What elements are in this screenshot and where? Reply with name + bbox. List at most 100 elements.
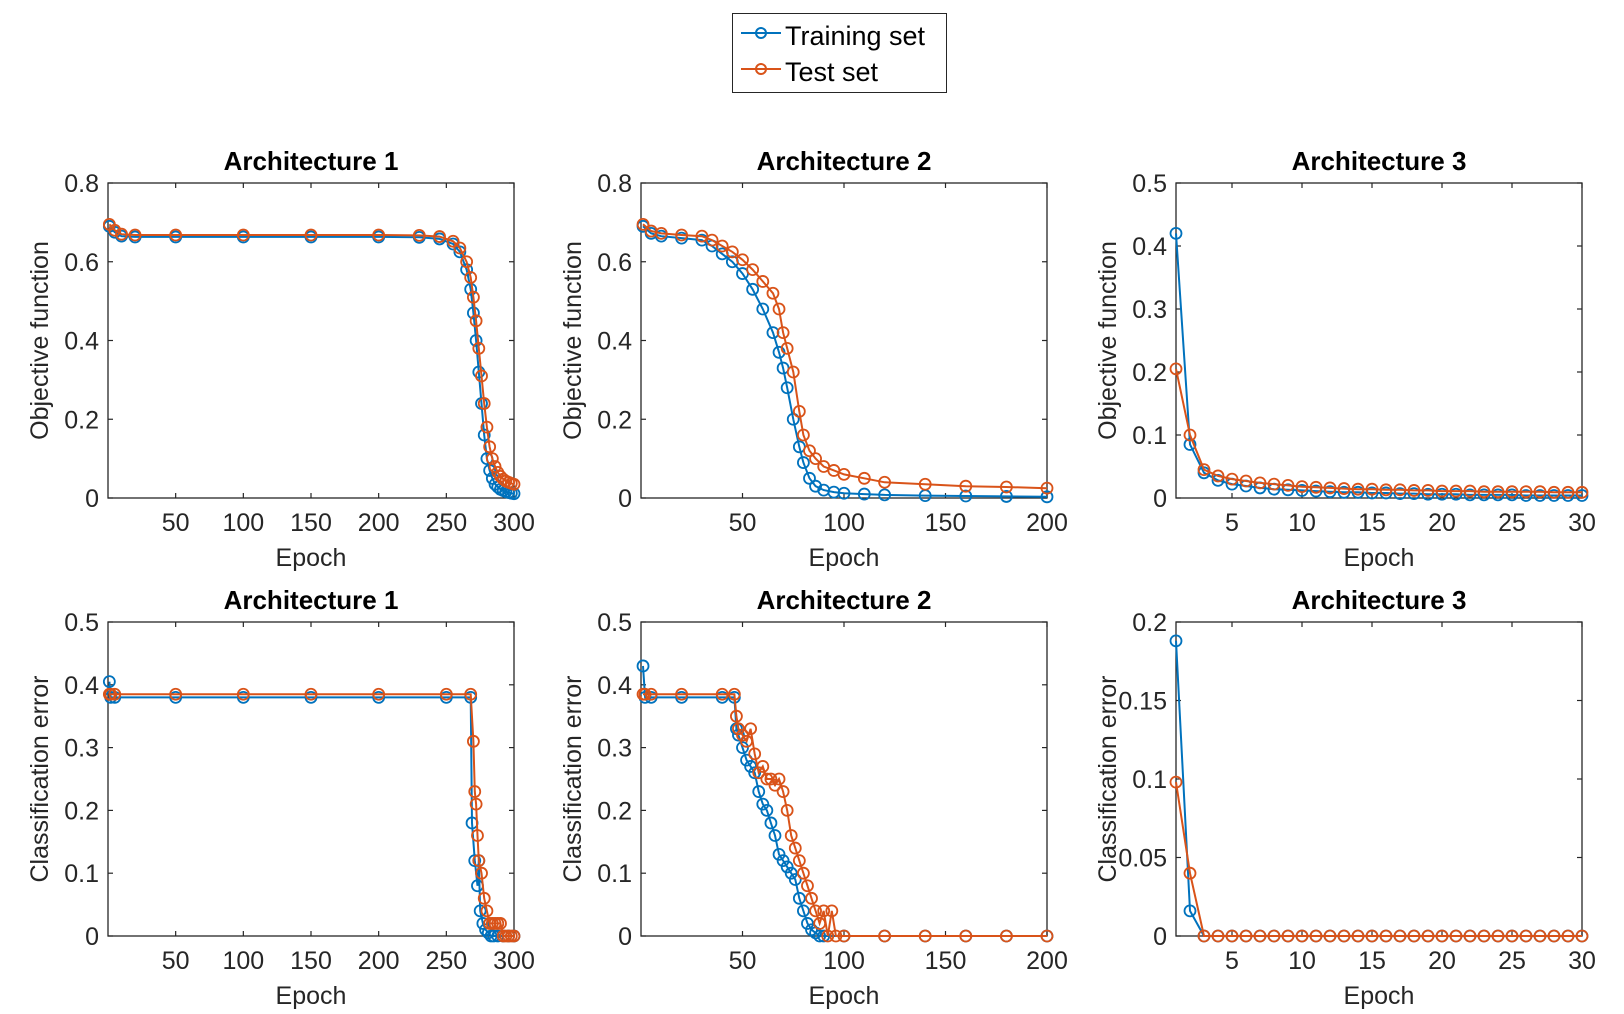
data-point-test-set (817, 904, 831, 918)
data-point-test-set (1533, 929, 1547, 943)
data-point-test-set (1183, 428, 1197, 442)
data-point-test-set (169, 228, 183, 242)
y-tick-label: 0.05 (1118, 845, 1167, 873)
data-point-training-set (740, 753, 753, 767)
data-point-training-set (1281, 483, 1295, 497)
data-point-training-set (746, 282, 760, 296)
data-point-test-set (797, 428, 810, 442)
data-point-test-set (788, 841, 802, 855)
data-point-test-set (466, 290, 480, 304)
data-point-test-set (169, 687, 183, 701)
data-point-test-set (959, 479, 973, 493)
y-tick-label: 0.2 (597, 797, 632, 825)
data-point-test-set (446, 234, 460, 248)
data-point-test-set (1379, 483, 1393, 497)
y-tick-label: 0.4 (1132, 233, 1167, 261)
data-point-training-set (1295, 484, 1309, 497)
data-point-training-set (469, 334, 483, 347)
series-line-training-set (108, 681, 514, 937)
data-point-test-set (780, 341, 794, 355)
x-tick-label: 150 (290, 509, 332, 537)
y-axis-label: Objective function (26, 241, 54, 440)
data-point-training-set (453, 245, 467, 259)
data-point-test-set (654, 226, 668, 240)
data-point-test-set (768, 778, 782, 792)
data-point-training-set (466, 306, 480, 320)
data-point-training-set (786, 412, 800, 426)
data-point-test-set (372, 687, 386, 701)
plot-title: Architecture 3 (1292, 585, 1467, 615)
data-point-test-set (715, 687, 729, 701)
x-tick-label: 200 (1026, 509, 1068, 537)
data-point-test-set (1435, 929, 1449, 943)
data-point-test-set (128, 228, 142, 242)
data-point-training-set (1393, 487, 1407, 500)
data-point-training-set (1183, 438, 1197, 451)
y-tick-label: 0 (85, 923, 99, 951)
data-point-test-set (1309, 480, 1323, 494)
data-point-test-set (878, 475, 891, 489)
data-point-test-set (1463, 484, 1477, 498)
data-point-test-set (764, 772, 778, 786)
data-point-training-set (756, 797, 770, 811)
data-point-test-set (730, 709, 743, 723)
data-point-test-set (675, 228, 688, 242)
data-point-test-set (1505, 929, 1519, 943)
data-point-test-set (475, 866, 488, 880)
plot-objective-architecture-2: 50 100 150 200 0 0.2 0.4 0.6 0.8 Architecture 2 Ep… (559, 146, 1068, 572)
data-point-test-set (825, 904, 839, 918)
data-point-training-set (1183, 904, 1197, 918)
data-point-training-set (1337, 485, 1351, 499)
data-point-test-set (1407, 484, 1421, 497)
data-point-training-set (1365, 486, 1379, 500)
data-point-test-set (1561, 929, 1575, 943)
y-tick-label: 0.1 (1132, 422, 1167, 450)
data-point-test-set (1169, 775, 1183, 789)
data-point-test-set (675, 687, 688, 701)
data-point-test-set (813, 917, 827, 930)
x-axis-label: Epoch (809, 982, 880, 1010)
data-point-test-set (1295, 480, 1309, 494)
x-axis-label: Epoch (809, 544, 880, 572)
data-point-test-set (108, 687, 122, 701)
data-point-test-set (1365, 482, 1379, 496)
data-point-test-set (801, 879, 814, 893)
data-point-test-set (1253, 476, 1267, 490)
data-point-training-set (468, 854, 482, 868)
data-point-test-set (644, 687, 658, 701)
y-tick-label: 0 (1153, 485, 1167, 513)
data-point-training-set (1169, 226, 1183, 240)
x-axis-label: Epoch (276, 544, 347, 572)
y-tick-label: 0.3 (64, 735, 99, 763)
data-point-test-set (705, 233, 719, 247)
y-tick-label: 0.15 (1118, 688, 1167, 716)
data-point-test-set (784, 829, 798, 842)
data-point-test-set (725, 245, 739, 259)
data-point-test-set (1225, 929, 1239, 943)
data-point-training-set (1040, 490, 1054, 504)
data-point-test-set (1463, 929, 1477, 943)
x-tick-label: 15 (1358, 947, 1386, 975)
x-tick-label: 50 (162, 509, 190, 537)
x-tick-label: 150 (925, 509, 967, 537)
data-point-training-set (487, 929, 501, 943)
series-line-test-set (1175, 368, 1582, 494)
data-point-test-set (236, 228, 250, 242)
data-point-test-set (1421, 484, 1435, 497)
data-point-test-set (766, 286, 780, 300)
data-point-test-set (1239, 474, 1253, 488)
x-tick-label: 250 (425, 509, 467, 537)
data-point-test-set (507, 929, 521, 943)
data-point-training-set (797, 904, 810, 918)
x-tick-label: 100 (222, 509, 264, 537)
data-point-test-set (1211, 469, 1225, 483)
data-point-training-set (780, 381, 794, 395)
data-point-test-set (878, 929, 891, 943)
data-point-test-set (372, 228, 386, 242)
data-point-test-set (792, 854, 806, 868)
data-point-training-set (959, 489, 973, 503)
data-point-training-set (1323, 485, 1337, 499)
data-point-training-set (817, 929, 831, 943)
data-point-test-set (797, 866, 810, 880)
data-point-training-set (837, 486, 851, 500)
